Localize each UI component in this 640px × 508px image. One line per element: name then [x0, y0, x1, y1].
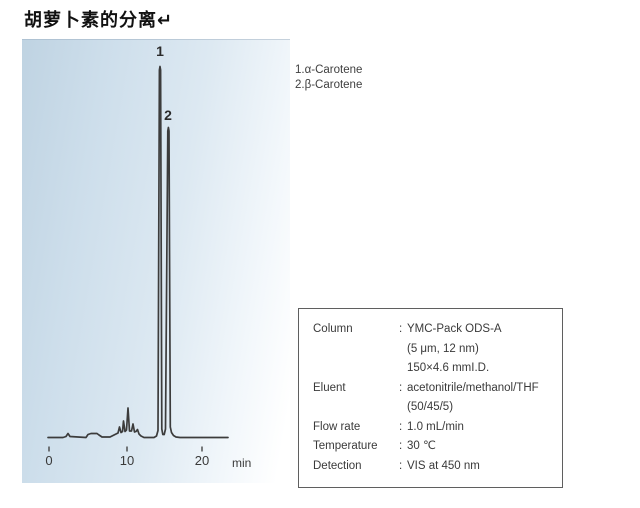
condition-value: 30 ℃ [407, 440, 436, 452]
condition-separator [399, 398, 407, 418]
condition-row-eluent: Eluent : acetonitrile/methanol/THF [313, 379, 556, 399]
condition-label: Flow rate [313, 420, 361, 433]
condition-value: 1.0 mL/min [407, 420, 464, 433]
condition-label: Column [313, 323, 353, 335]
condition-label [313, 359, 399, 379]
x-tick-label-10: 10 [119, 453, 135, 468]
condition-value: YMC-Pack ODS-A [407, 323, 502, 335]
condition-label [313, 398, 399, 418]
condition-separator: : [399, 323, 403, 335]
condition-row-eluent-cont: (50/45/5) [313, 398, 556, 418]
condition-value: 150×4.6 mmI.D. [407, 362, 490, 374]
x-tick-label-20: 20 [194, 453, 210, 468]
condition-row-column-cont1: (5 μm, 12 nm) [313, 340, 556, 360]
condition-separator: : [399, 420, 403, 433]
condition-row-column-cont2: 150×4.6 mmI.D. [313, 359, 556, 379]
condition-label: Temperature [313, 440, 378, 452]
legend-item-alpha-carotene: 1.α-Carotene [295, 64, 363, 76]
condition-row-detection: Detection : VIS at 450 nm [313, 457, 556, 477]
chromatogram-plot-panel [22, 39, 290, 483]
condition-label [313, 340, 399, 360]
peak-legend: 1.α-Carotene 2.β-Carotene [295, 63, 362, 93]
condition-label: Detection [313, 459, 362, 472]
condition-separator: : [399, 459, 403, 472]
condition-separator: : [399, 440, 403, 452]
condition-row-flow-rate: Flow rate : 1.0 mL/min [313, 418, 556, 438]
legend-item-beta-carotene: 2.β-Carotene [295, 79, 363, 91]
condition-separator [399, 340, 407, 360]
condition-row-temperature: Temperature : 30 ℃ [313, 437, 556, 457]
condition-value: acetonitrile/methanol/THF [407, 381, 539, 394]
condition-value: VIS at 450 nm [407, 459, 480, 472]
condition-value: (50/45/5) [407, 401, 454, 413]
page-title: 胡萝卜素的分离↵ [24, 10, 174, 30]
condition-row-column: Column : YMC-Pack ODS-A [313, 320, 556, 340]
condition-separator [399, 359, 407, 379]
peak-1-marker: 1 [156, 43, 164, 59]
condition-separator: : [399, 381, 403, 394]
condition-label: Eluent [313, 381, 346, 394]
peak-2-marker: 2 [164, 107, 172, 123]
condition-value: (5 μm, 12 nm) [407, 342, 479, 355]
analysis-conditions-box: Column : YMC-Pack ODS-A (5 μm, 12 nm) 15… [298, 308, 563, 488]
x-axis-unit-label: min [232, 456, 252, 470]
x-tick-label-0: 0 [45, 453, 53, 468]
